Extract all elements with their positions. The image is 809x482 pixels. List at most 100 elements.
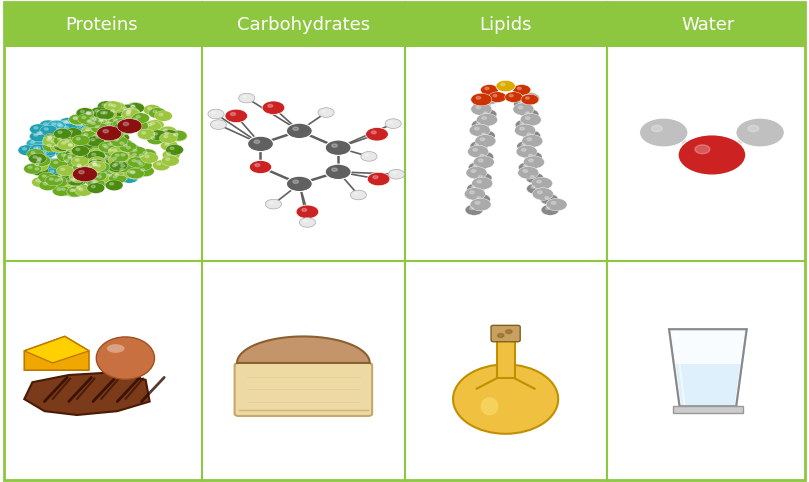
Circle shape bbox=[388, 170, 404, 179]
Circle shape bbox=[113, 149, 116, 151]
Text: Water: Water bbox=[681, 15, 735, 34]
Circle shape bbox=[106, 130, 124, 140]
Circle shape bbox=[518, 87, 521, 90]
Circle shape bbox=[108, 102, 125, 112]
Circle shape bbox=[28, 152, 46, 163]
Circle shape bbox=[53, 126, 70, 136]
Circle shape bbox=[371, 131, 376, 134]
Circle shape bbox=[128, 161, 132, 163]
Circle shape bbox=[134, 166, 138, 169]
Circle shape bbox=[112, 132, 129, 143]
Circle shape bbox=[551, 201, 556, 204]
Circle shape bbox=[43, 150, 47, 152]
Circle shape bbox=[110, 136, 128, 147]
Text: Proteins: Proteins bbox=[65, 15, 138, 34]
Circle shape bbox=[119, 158, 137, 168]
Circle shape bbox=[106, 161, 110, 164]
Circle shape bbox=[86, 156, 90, 159]
Circle shape bbox=[255, 164, 260, 167]
Circle shape bbox=[91, 111, 95, 114]
Circle shape bbox=[99, 109, 116, 120]
Circle shape bbox=[64, 154, 82, 165]
Circle shape bbox=[43, 137, 61, 148]
Circle shape bbox=[66, 128, 83, 139]
Circle shape bbox=[96, 164, 100, 167]
Circle shape bbox=[78, 123, 83, 126]
Circle shape bbox=[527, 138, 532, 141]
Circle shape bbox=[485, 87, 489, 90]
Circle shape bbox=[54, 143, 72, 153]
Circle shape bbox=[521, 144, 525, 146]
Circle shape bbox=[42, 175, 46, 177]
Circle shape bbox=[325, 164, 351, 180]
Circle shape bbox=[125, 175, 129, 177]
Circle shape bbox=[130, 161, 148, 171]
Circle shape bbox=[87, 178, 105, 189]
Circle shape bbox=[48, 136, 52, 138]
Circle shape bbox=[117, 119, 142, 134]
Circle shape bbox=[133, 153, 137, 156]
Circle shape bbox=[148, 123, 152, 126]
Circle shape bbox=[318, 107, 334, 117]
Circle shape bbox=[91, 107, 108, 118]
Circle shape bbox=[477, 197, 481, 199]
Circle shape bbox=[43, 141, 61, 152]
Circle shape bbox=[101, 149, 119, 160]
Circle shape bbox=[152, 160, 170, 171]
Circle shape bbox=[85, 155, 103, 166]
Circle shape bbox=[108, 174, 112, 176]
Circle shape bbox=[61, 137, 78, 148]
Circle shape bbox=[62, 147, 80, 158]
Circle shape bbox=[47, 144, 51, 147]
FancyBboxPatch shape bbox=[497, 338, 515, 378]
Circle shape bbox=[76, 108, 94, 119]
Circle shape bbox=[103, 119, 121, 130]
Circle shape bbox=[125, 155, 129, 157]
Circle shape bbox=[214, 122, 218, 124]
Circle shape bbox=[105, 180, 123, 190]
Circle shape bbox=[157, 162, 161, 165]
Circle shape bbox=[112, 105, 116, 107]
Circle shape bbox=[126, 168, 144, 179]
Circle shape bbox=[90, 129, 108, 140]
Circle shape bbox=[132, 158, 150, 168]
Circle shape bbox=[126, 111, 130, 114]
Circle shape bbox=[32, 158, 50, 168]
Circle shape bbox=[23, 163, 41, 174]
Circle shape bbox=[104, 146, 108, 148]
Circle shape bbox=[526, 173, 544, 184]
Circle shape bbox=[93, 141, 96, 144]
Circle shape bbox=[474, 127, 479, 130]
Circle shape bbox=[58, 174, 61, 177]
Circle shape bbox=[108, 173, 126, 184]
Circle shape bbox=[35, 163, 39, 166]
Circle shape bbox=[121, 154, 125, 156]
Circle shape bbox=[79, 136, 97, 147]
Circle shape bbox=[89, 158, 93, 160]
Circle shape bbox=[286, 176, 312, 192]
Circle shape bbox=[105, 129, 123, 140]
Circle shape bbox=[146, 134, 164, 145]
Circle shape bbox=[153, 110, 157, 113]
Circle shape bbox=[514, 98, 532, 109]
Circle shape bbox=[91, 138, 95, 141]
Circle shape bbox=[92, 159, 96, 161]
Circle shape bbox=[105, 154, 123, 165]
Circle shape bbox=[128, 151, 146, 161]
Circle shape bbox=[79, 131, 97, 141]
Circle shape bbox=[108, 169, 125, 179]
Circle shape bbox=[117, 125, 121, 128]
Circle shape bbox=[88, 120, 92, 122]
Circle shape bbox=[91, 186, 95, 187]
Circle shape bbox=[66, 140, 69, 142]
Circle shape bbox=[29, 144, 47, 155]
Circle shape bbox=[58, 144, 62, 146]
Circle shape bbox=[102, 127, 120, 137]
Circle shape bbox=[483, 95, 488, 98]
Circle shape bbox=[116, 151, 134, 161]
Circle shape bbox=[49, 159, 67, 169]
Circle shape bbox=[104, 111, 108, 114]
Circle shape bbox=[35, 151, 53, 161]
Circle shape bbox=[56, 160, 74, 170]
Circle shape bbox=[55, 144, 73, 154]
